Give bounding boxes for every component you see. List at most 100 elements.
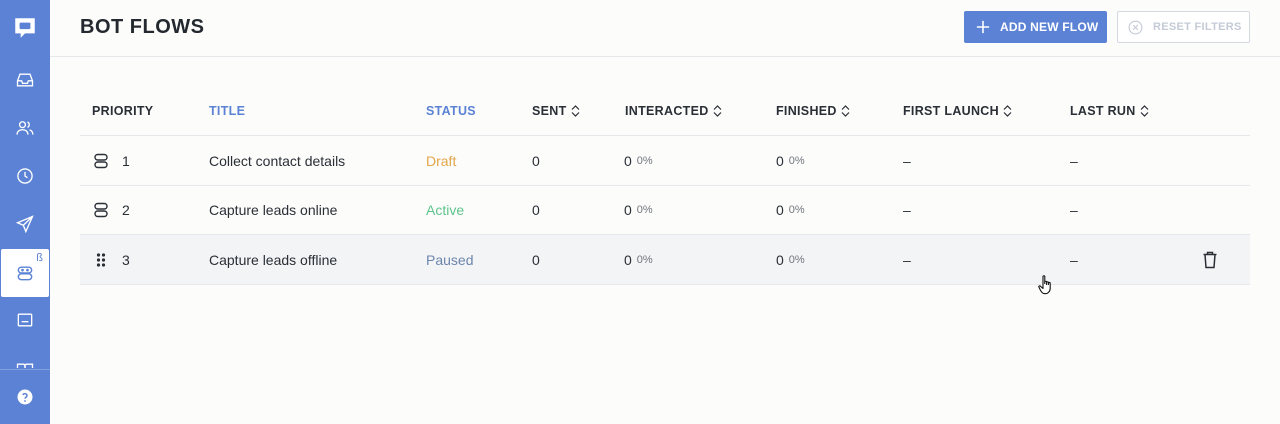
last-run-value: – — [1070, 251, 1078, 268]
column-interacted[interactable]: INTERACTED — [625, 104, 722, 118]
sort-icon — [571, 105, 579, 117]
inbox-icon — [16, 73, 34, 87]
sidebar-item-widget[interactable] — [0, 296, 50, 344]
interacted-cell: 0 0% — [624, 186, 653, 235]
interacted-value: 0 — [624, 152, 632, 169]
column-first-launch[interactable]: FIRST LAUNCH — [903, 104, 1012, 118]
sidebar-item-contacts[interactable] — [0, 104, 50, 152]
finished-value: 0 — [776, 152, 784, 169]
help-icon — [17, 389, 33, 405]
finished-percent: 0% — [788, 154, 805, 167]
table-row[interactable]: 1 Collect contact details Draft 0 0 0% 0… — [80, 136, 1250, 186]
sidebar-item-history[interactable] — [0, 152, 50, 200]
priority-value: 2 — [122, 202, 130, 218]
flow-title[interactable]: Capture leads online — [209, 202, 338, 218]
column-first-launch-label: FIRST LAUNCH — [903, 104, 999, 118]
finished-percent: 0% — [788, 204, 805, 216]
column-interacted-label: INTERACTED — [625, 104, 709, 118]
status-badge: Active — [426, 202, 465, 218]
table-row[interactable]: 2 Capture leads online Active 0 0 0% 0 0… — [80, 186, 1250, 235]
flow-title[interactable]: Collect contact details — [209, 152, 346, 169]
column-priority-label: PRIORITY — [92, 104, 154, 118]
priority-cell: 3 — [94, 235, 130, 284]
interacted-percent: 0% — [636, 204, 653, 216]
interacted-value: 0 — [624, 202, 632, 218]
priority-cell: 1 — [94, 136, 130, 185]
bot-icon — [94, 202, 108, 218]
first-launch-value: – — [903, 152, 911, 169]
finished-cell: 0 0% — [776, 186, 805, 235]
priority-value: 1 — [122, 152, 130, 169]
sent-value: 0 — [532, 202, 540, 218]
first-launch-value: – — [903, 202, 911, 218]
finished-cell: 0 0% — [776, 235, 805, 284]
trash-icon — [1203, 251, 1217, 268]
sidebar-item-inbox[interactable] — [0, 56, 50, 104]
interacted-percent: 0% — [636, 253, 653, 266]
delete-button[interactable] — [1202, 235, 1218, 284]
page-title: BOT FLOWS — [80, 16, 205, 38]
sort-icon — [1140, 105, 1149, 117]
column-sent-label: SENT — [532, 104, 567, 118]
sort-icon — [1003, 105, 1012, 117]
chat-bubble-icon — [15, 18, 35, 38]
table-header: PRIORITY TITLE STATUS SENT INTERACTED FI… — [80, 86, 1250, 136]
finished-percent: 0% — [788, 253, 805, 266]
last-run-value: – — [1070, 202, 1078, 218]
add-new-flow-label: ADD NEW FLOW — [1000, 20, 1099, 34]
sidebar-item-bots[interactable]: ß — [1, 249, 49, 297]
sidebar: ß — [0, 0, 50, 424]
users-icon — [16, 121, 34, 135]
sidebar-logo[interactable] — [0, 4, 50, 52]
bot-flows-table: PRIORITY TITLE STATUS SENT INTERACTED FI… — [80, 86, 1250, 285]
help-button[interactable] — [0, 369, 50, 424]
interacted-percent: 0% — [636, 154, 653, 167]
reset-filters-button[interactable]: RESET FILTERS — [1117, 11, 1250, 43]
send-icon — [15, 215, 34, 234]
finished-value: 0 — [776, 202, 784, 218]
flow-title[interactable]: Capture leads offline — [209, 251, 338, 268]
priority-value: 3 — [122, 251, 130, 268]
bot-icon — [17, 266, 33, 281]
sent-value: 0 — [532, 251, 540, 268]
close-circle-icon — [1128, 20, 1143, 34]
status-badge: Paused — [426, 251, 474, 268]
status-badge: Draft — [426, 152, 457, 169]
column-title-label: TITLE — [209, 104, 246, 118]
first-launch-value: – — [903, 251, 911, 268]
interacted-value: 0 — [624, 251, 632, 268]
column-priority: PRIORITY — [92, 104, 153, 118]
window-icon — [17, 313, 33, 327]
column-last-run-label: LAST RUN — [1070, 104, 1136, 118]
drag-handle-icon[interactable] — [94, 252, 108, 268]
priority-cell: 2 — [94, 186, 130, 235]
hand-cursor-icon — [1038, 275, 1051, 295]
add-new-flow-button[interactable]: ADD NEW FLOW — [964, 11, 1107, 43]
last-run-value: – — [1070, 152, 1078, 169]
sidebar-item-knowledge[interactable] — [0, 344, 50, 368]
finished-value: 0 — [776, 251, 784, 268]
column-finished-label: FINISHED — [776, 104, 837, 118]
finished-cell: 0 0% — [776, 136, 805, 185]
column-finished[interactable]: FINISHED — [776, 104, 850, 118]
sent-value: 0 — [532, 152, 540, 169]
plus-icon — [976, 20, 990, 34]
clock-icon — [17, 168, 33, 184]
column-title[interactable]: TITLE — [209, 104, 245, 118]
column-last-run[interactable]: LAST RUN — [1070, 104, 1149, 118]
column-sent[interactable]: SENT — [532, 104, 580, 118]
sort-icon — [713, 105, 721, 117]
table-row[interactable]: 3 Capture leads offline Paused 0 0 0% 0 … — [80, 235, 1250, 285]
page-header: BOT FLOWS ADD NEW FLOW RESET FILTERS — [50, 0, 1280, 57]
interacted-cell: 0 0% — [624, 235, 653, 284]
beta-badge: ß — [36, 252, 43, 264]
reset-filters-label: RESET FILTERS — [1153, 21, 1242, 33]
bot-icon — [94, 153, 108, 168]
column-status-label: STATUS — [426, 104, 476, 118]
sort-icon — [841, 105, 850, 117]
interacted-cell: 0 0% — [624, 136, 653, 185]
sidebar-item-campaigns[interactable] — [0, 200, 50, 248]
column-status[interactable]: STATUS — [426, 104, 476, 118]
book-icon — [16, 363, 34, 368]
